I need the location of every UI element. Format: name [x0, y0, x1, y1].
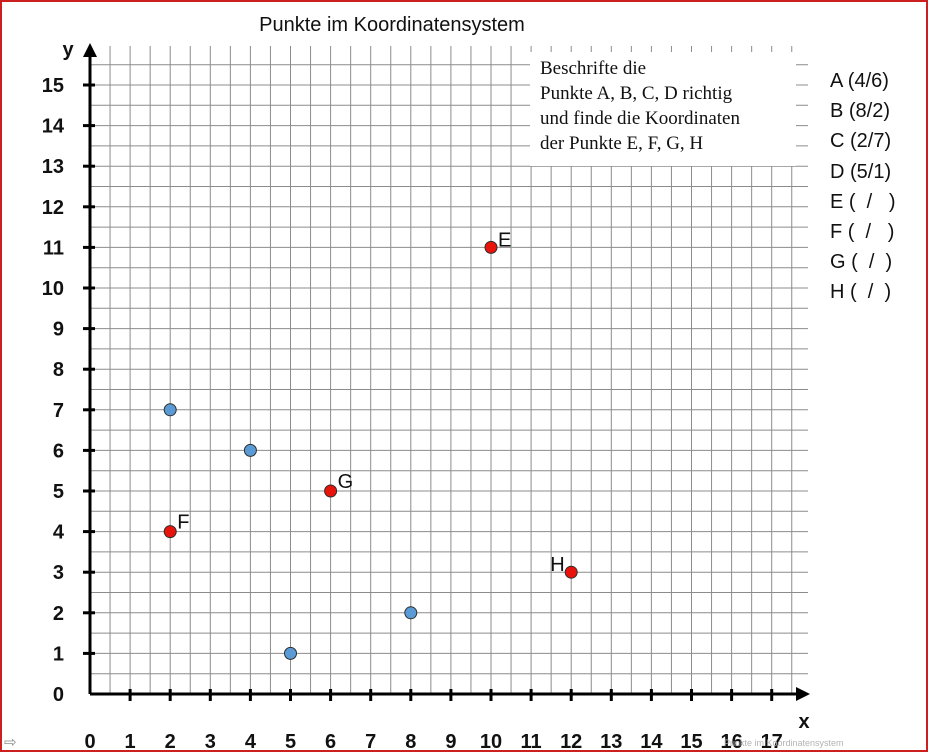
task-line: der Punkte E, F, G, H	[540, 133, 704, 154]
answer-item: F ( / )	[830, 221, 895, 244]
x-tick-label: 12	[560, 731, 582, 750]
answer-list: A (4/6) B (8/2) C (2/7) D (5/1) E ( / ) …	[830, 66, 896, 308]
y-tick-label: 10	[42, 278, 64, 300]
x-tick-label: 1	[125, 731, 136, 750]
x-tick-label: 14	[640, 731, 663, 750]
task-box: Beschrifte die Punkte A, B, C, D richtig…	[530, 52, 796, 166]
y-axis-arrow	[83, 43, 97, 57]
y-tick-label: 7	[53, 400, 64, 422]
x-tick-label: 6	[325, 731, 336, 750]
y-axis-label: y	[62, 39, 74, 61]
points: E F G H	[163, 229, 578, 660]
data-point	[484, 240, 498, 254]
task-line: und finde die Koordinaten	[540, 108, 740, 129]
y-tick-label: 12	[42, 197, 64, 219]
y-tick-label: 15	[42, 75, 64, 97]
next-arrow-icon[interactable]: ⇨	[4, 734, 17, 751]
data-point	[163, 403, 177, 417]
footer-caption: Punkte im Koordinatensystem	[724, 738, 844, 748]
point-label: H	[550, 554, 564, 576]
y-tick-label: 6	[53, 440, 64, 462]
y-tick-label: 3	[53, 562, 64, 584]
data-point	[163, 525, 177, 539]
data-point	[404, 606, 418, 620]
x-tick-label: 15	[680, 731, 702, 750]
data-point	[324, 484, 338, 498]
x-tick-label: 3	[205, 731, 216, 750]
x-tick-label: 2	[165, 731, 176, 750]
data-point	[243, 443, 257, 457]
answer-item: G ( / )	[830, 251, 893, 274]
y-tick-label: 8	[53, 359, 64, 381]
y-tick-label: 13	[42, 156, 64, 178]
x-tick-label: 9	[445, 731, 456, 750]
data-point	[564, 565, 578, 579]
task-line: Punkte A, B, C, D richtig	[540, 83, 733, 104]
x-tick-label: 17	[761, 731, 783, 750]
answer-item: A (4/6)	[830, 70, 889, 92]
x-tick-label: 5	[285, 731, 296, 750]
answer-item: H ( / )	[830, 281, 892, 304]
x-tick-label: 4	[245, 731, 257, 750]
answer-item: B (8/2)	[830, 100, 891, 123]
chart-title: Punkte im Koordinatensystem	[259, 14, 525, 36]
x-axis-arrow	[796, 687, 810, 701]
answer-item: C (2/7)	[830, 130, 892, 153]
y-tick-label: 5	[53, 481, 64, 503]
y-tick-label: 9	[53, 319, 64, 341]
y-tick-label: 11	[43, 237, 64, 259]
point-label: E	[498, 229, 511, 251]
tick-labels: 0 1 2 3 4 5 6 7 8 9 10 11 12 13 14 15 16 1701234567891011…	[42, 39, 810, 750]
y-tick-label: 2	[53, 603, 64, 625]
x-tick-label: 13	[600, 731, 622, 750]
point-label: G	[338, 471, 354, 493]
y-tick-label: 1	[53, 643, 64, 665]
y-tick-label: 0	[53, 684, 64, 706]
x-tick-label: 10	[480, 731, 502, 750]
x-tick-label: 8	[405, 731, 416, 750]
point-label: F	[177, 512, 189, 534]
y-tick-label: 14	[42, 116, 65, 138]
answer-item: E ( / )	[830, 190, 896, 213]
x-tick-label: 7	[365, 731, 376, 750]
x-axis-label: x	[798, 711, 809, 733]
task-line: Beschrifte die	[540, 58, 647, 79]
x-tick-label: 0	[84, 731, 95, 750]
x-tick-label: 16	[720, 731, 742, 750]
data-point	[284, 646, 297, 660]
answer-item: D (5/1)	[830, 160, 892, 183]
y-tick-label: 4	[53, 522, 65, 544]
x-tick-label: 11	[521, 731, 542, 750]
axes	[83, 43, 810, 701]
